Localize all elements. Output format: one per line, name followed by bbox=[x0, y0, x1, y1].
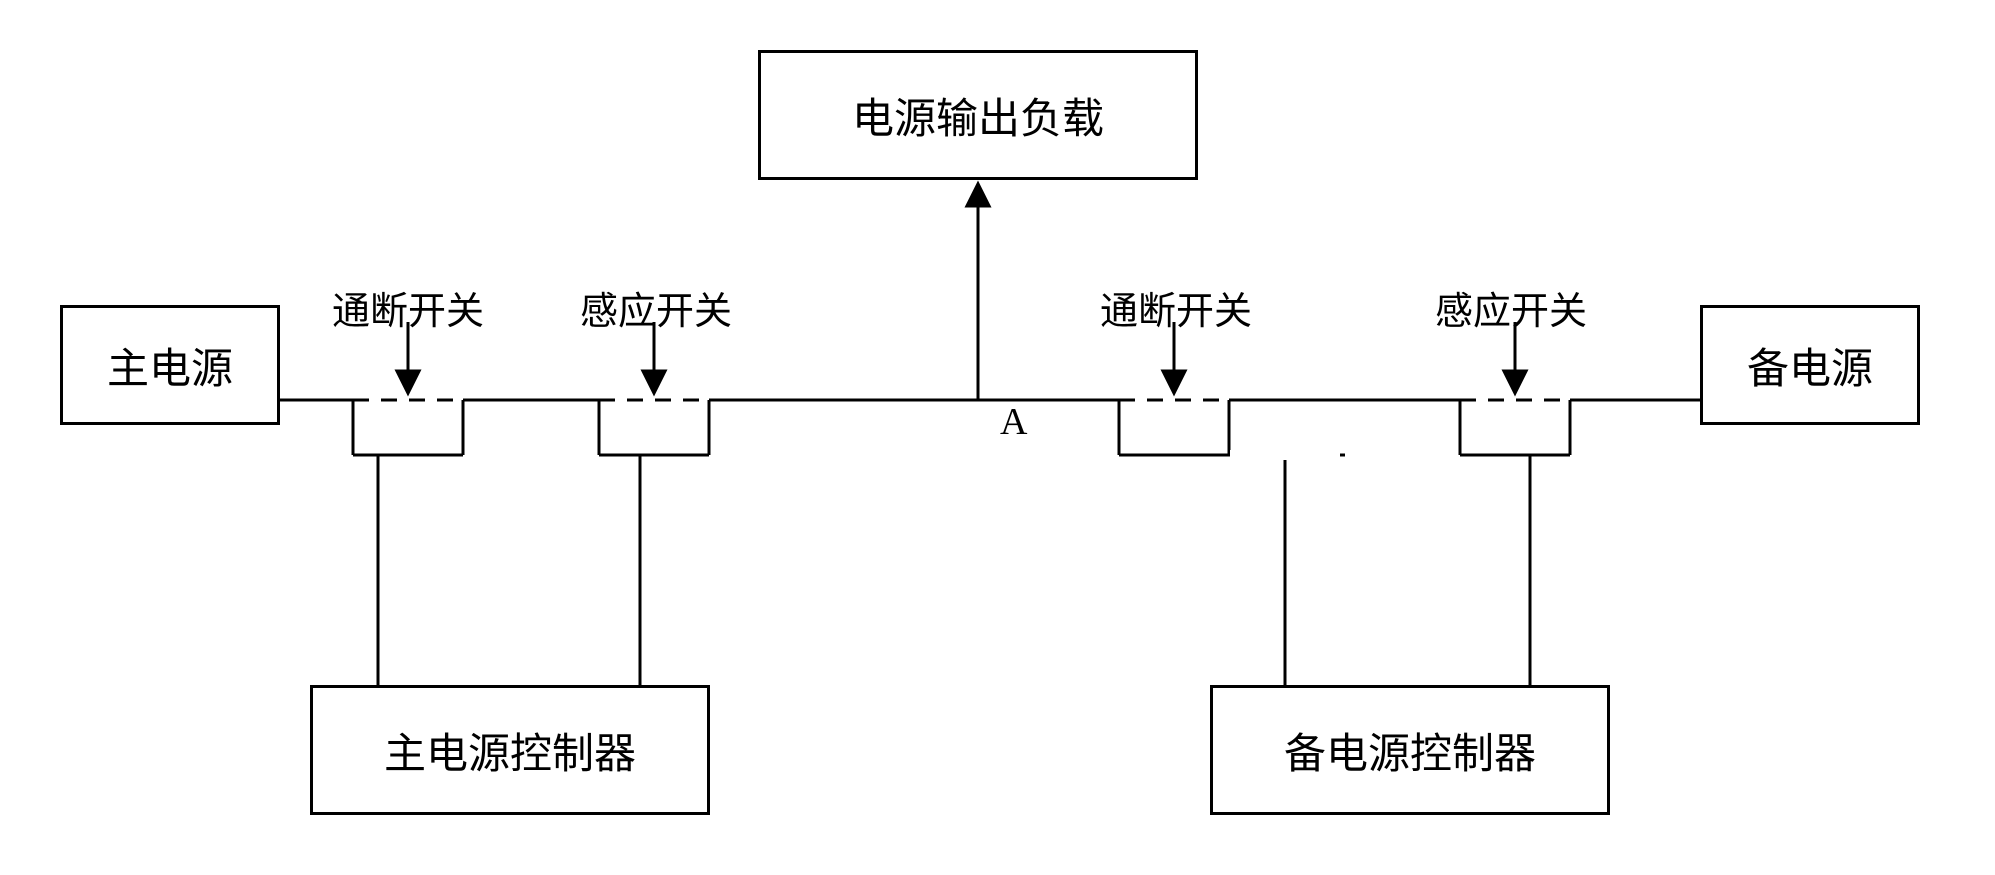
main-controller-label: 主电源控制器 bbox=[384, 720, 636, 781]
right-sense-label: 感应开关 bbox=[1435, 280, 1587, 335]
load-label: 电源输出负载 bbox=[852, 85, 1104, 146]
backup-supply-label: 备电源 bbox=[1747, 335, 1873, 396]
left-onoff-label: 通断开关 bbox=[332, 280, 484, 335]
load-box: 电源输出负载 bbox=[758, 50, 1198, 180]
backup-supply-box: 备电源 bbox=[1700, 305, 1920, 425]
main-supply-label: 主电源 bbox=[107, 335, 233, 396]
node-a-label: A bbox=[1000, 400, 1027, 444]
right-onoff-label: 通断开关 bbox=[1100, 280, 1252, 335]
main-controller-box: 主电源控制器 bbox=[310, 685, 710, 815]
left-sense-label: 感应开关 bbox=[580, 280, 732, 335]
backup-controller-label: 备电源控制器 bbox=[1284, 720, 1536, 781]
main-supply-box: 主电源 bbox=[60, 305, 280, 425]
backup-controller-box: 备电源控制器 bbox=[1210, 685, 1610, 815]
